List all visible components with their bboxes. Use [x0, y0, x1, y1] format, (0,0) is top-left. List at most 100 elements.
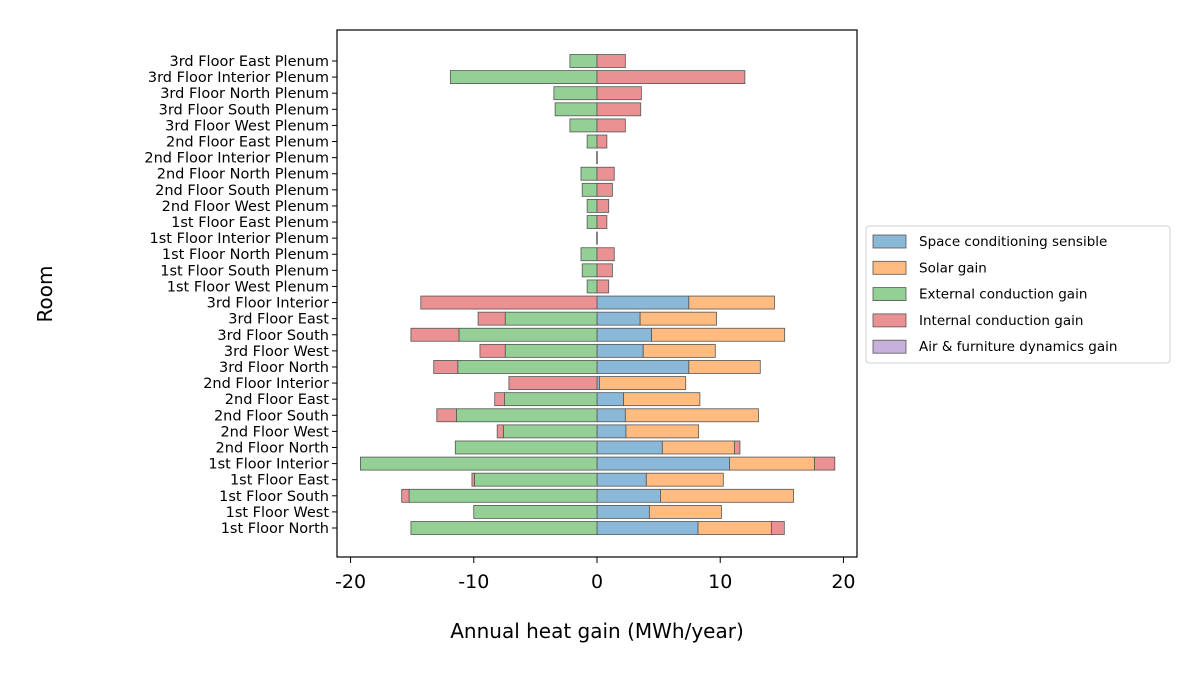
bar-segment [494, 392, 505, 407]
bar-segment [596, 521, 699, 535]
bar-segment [410, 327, 460, 342]
bar-segment [569, 118, 598, 133]
bar-segment [596, 70, 746, 85]
y-tick-label: 2nd Floor West [220, 424, 329, 440]
bar-segment [596, 182, 613, 197]
bar-segment [457, 360, 598, 374]
y-tick-label: 3rd Floor South [217, 328, 329, 344]
bar-segment [596, 279, 610, 294]
bar-segment [596, 311, 641, 326]
x-axis-label: Annual heat gain (MWh/year) [450, 619, 744, 643]
x-tick-label: 10 [708, 571, 732, 593]
bar-segment [458, 327, 598, 342]
legend-label: External conduction gain [919, 287, 1087, 303]
bar-segment [553, 86, 598, 101]
legend-label: Internal conduction gain [919, 313, 1083, 329]
bar-segment [697, 521, 772, 535]
legend-label: Solar gain [919, 260, 987, 276]
bar-segment [410, 521, 598, 535]
bar-segment [596, 295, 690, 310]
bar-segment [581, 182, 598, 197]
bar-segment [645, 472, 724, 487]
bar-segment [496, 424, 504, 439]
y-tick-label: 2nd Floor Interior [203, 376, 329, 392]
bar-segment [596, 215, 608, 229]
y-tick-label: 3rd Floor West Plenum [165, 118, 329, 134]
bar-segment [596, 102, 642, 117]
bar-segment [596, 166, 615, 181]
bar-segment [596, 488, 661, 503]
bar-segment [596, 199, 610, 213]
y-tick-label: 3rd Floor Interior [207, 296, 329, 312]
bar-segment [596, 456, 730, 471]
bar-segment [504, 392, 598, 407]
bar-segment [504, 343, 598, 358]
bar-segment [596, 472, 647, 487]
bar-segment [449, 70, 598, 85]
legend-swatch [872, 234, 907, 249]
y-tick-label: 1st Floor North [221, 521, 329, 537]
y-tick-label: 1st Floor South Plenum [160, 263, 329, 279]
bar-segment [599, 376, 687, 390]
y-tick-label: 3rd Floor East [228, 312, 329, 328]
bar-segment [586, 199, 598, 213]
bar-segment [596, 86, 642, 101]
y-tick-label: 1st Floor North Plenum [162, 247, 329, 263]
bar-segment [661, 440, 735, 455]
y-tick-label: 1st Floor West Plenum [167, 279, 329, 295]
bar-segment [586, 279, 598, 294]
bar-segment [660, 488, 794, 503]
bar-segment [596, 408, 626, 423]
bar-segment [473, 472, 598, 487]
bar-segment [554, 102, 598, 117]
x-tick-label: -20 [335, 571, 366, 593]
y-axis-label: Room [33, 266, 57, 323]
bar-segment [471, 472, 475, 487]
bar-segment [596, 504, 650, 519]
bar-segment [625, 424, 700, 439]
bar-segment [502, 424, 598, 439]
bar-segment [454, 440, 598, 455]
bar-segment [596, 118, 626, 133]
bar-segment [770, 521, 785, 535]
bar-segment [596, 327, 652, 342]
bar-segment [651, 327, 786, 342]
y-tick-label: 1st Floor Interior Plenum [150, 231, 329, 247]
bar-segment [596, 263, 613, 278]
y-tick-label: 1st Floor West [226, 505, 330, 521]
y-tick-label: 3rd Floor South Plenum [159, 102, 329, 118]
y-tick-label: 2nd Floor North [216, 440, 329, 456]
bar-segment [569, 54, 598, 68]
bar-segment [581, 263, 598, 278]
y-tick-label: 3rd Floor North [219, 360, 329, 376]
bar-segment [729, 456, 815, 471]
y-tick-label: 1st Floor East Plenum [171, 215, 329, 231]
legend-swatch [872, 313, 907, 328]
y-tick-label: 3rd Floor North Plenum [160, 86, 329, 102]
bar-segment [473, 504, 598, 519]
bar-segment [596, 392, 624, 407]
y-tick-label: 1st Floor South [219, 489, 329, 505]
y-tick-label: 2nd Floor North Plenum [157, 167, 329, 183]
bar-segment [624, 408, 759, 423]
bar-segment [596, 134, 608, 149]
y-tick-label: 3rd Floor Interior Plenum [148, 70, 329, 86]
y-tick-label: 3rd Floor West [224, 344, 329, 360]
x-tick-label: -10 [458, 571, 489, 593]
legend-label: Air & furniture dynamics gain [919, 339, 1117, 355]
y-tick-label: 1st Floor East [230, 473, 329, 489]
bar-segment [504, 311, 598, 326]
legend-frame [865, 225, 1171, 364]
legend-label: Space conditioning sensible [919, 234, 1107, 250]
legend-swatch [872, 339, 907, 354]
bar-segment [688, 295, 775, 310]
bar-segment [814, 456, 836, 471]
bar-segment [456, 408, 598, 423]
y-tick-label: 2nd Floor South Plenum [155, 183, 329, 199]
bar-segment [479, 343, 506, 358]
x-tick-label: 0 [591, 571, 603, 593]
y-tick-label: 2nd Floor East [225, 392, 330, 408]
bar-segment [586, 134, 598, 149]
bar-segment [596, 247, 615, 262]
